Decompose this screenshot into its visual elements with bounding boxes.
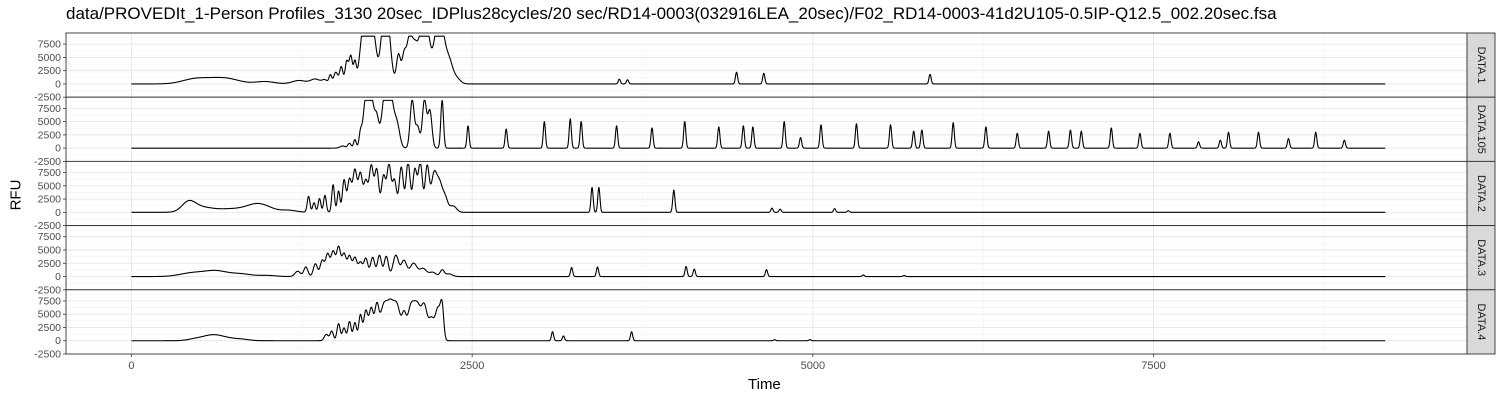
signal-line-data-4: [131, 298, 1386, 342]
y-tick-label: -2500: [34, 284, 61, 296]
y-tick-label: 5000: [38, 245, 62, 257]
y-tick-label: 7500: [38, 295, 62, 307]
y-tick-label: 7500: [38, 103, 62, 115]
y-tick-label: 5000: [38, 52, 62, 64]
y-tick-label: -2500: [34, 156, 61, 168]
y-tick-label: -2500: [34, 349, 61, 361]
y-tick-label: 0: [55, 335, 61, 347]
facet-label: DATA.3: [1475, 239, 1487, 276]
chart-title: data/PROVEDIt_1-Person Profiles_3130 20s…: [66, 4, 1277, 23]
panel-background: [66, 97, 1467, 162]
facet-strip: [1466, 225, 1496, 291]
x-axis-title: Time: [748, 376, 781, 393]
facet-label: DATA.1: [1475, 47, 1487, 84]
y-tick-label: 0: [55, 207, 61, 219]
y-tick-label: 5000: [38, 180, 62, 192]
y-tick-label: 5000: [38, 309, 62, 321]
facet-strip: [1466, 32, 1496, 98]
signal-line-data-2: [131, 164, 1386, 213]
facet-strip: [1466, 289, 1496, 355]
signal-line-data-1: [131, 35, 1386, 85]
facet-label: DATA.4: [1475, 303, 1487, 340]
y-tick-label: 2500: [38, 194, 62, 206]
y-tick-label: 2500: [38, 322, 62, 334]
y-tick-label: 7500: [38, 167, 62, 179]
y-tick-label: 2500: [38, 65, 62, 77]
x-tick-label: 7500: [1141, 360, 1165, 372]
signal-line-data-105: [131, 99, 1386, 149]
y-tick-label: -2500: [34, 220, 61, 232]
panel-background: [66, 33, 1467, 98]
y-axis-title: RFU: [7, 179, 25, 211]
x-tick-label: 2500: [460, 360, 484, 372]
y-tick-label: 2500: [38, 258, 62, 270]
y-tick-label: -2500: [34, 92, 61, 104]
facet-label: DATA.2: [1475, 175, 1487, 212]
facet-label: DATA.105: [1475, 105, 1487, 154]
y-tick-label: 7500: [38, 231, 62, 243]
panel-background: [66, 161, 1467, 226]
y-tick-label: 0: [55, 78, 61, 90]
panel-background: [66, 225, 1467, 290]
x-tick-label: 0: [128, 360, 134, 372]
y-tick-label: 0: [55, 143, 61, 155]
y-tick-label: 0: [55, 271, 61, 283]
panel-background: [66, 289, 1467, 354]
x-tick-label: 5000: [801, 360, 825, 372]
y-tick-label: 2500: [38, 129, 62, 141]
signal-line-data-3: [131, 245, 1386, 278]
facet-strip: [1466, 160, 1496, 227]
y-tick-label: 5000: [38, 116, 62, 128]
y-tick-label: 7500: [38, 39, 62, 51]
